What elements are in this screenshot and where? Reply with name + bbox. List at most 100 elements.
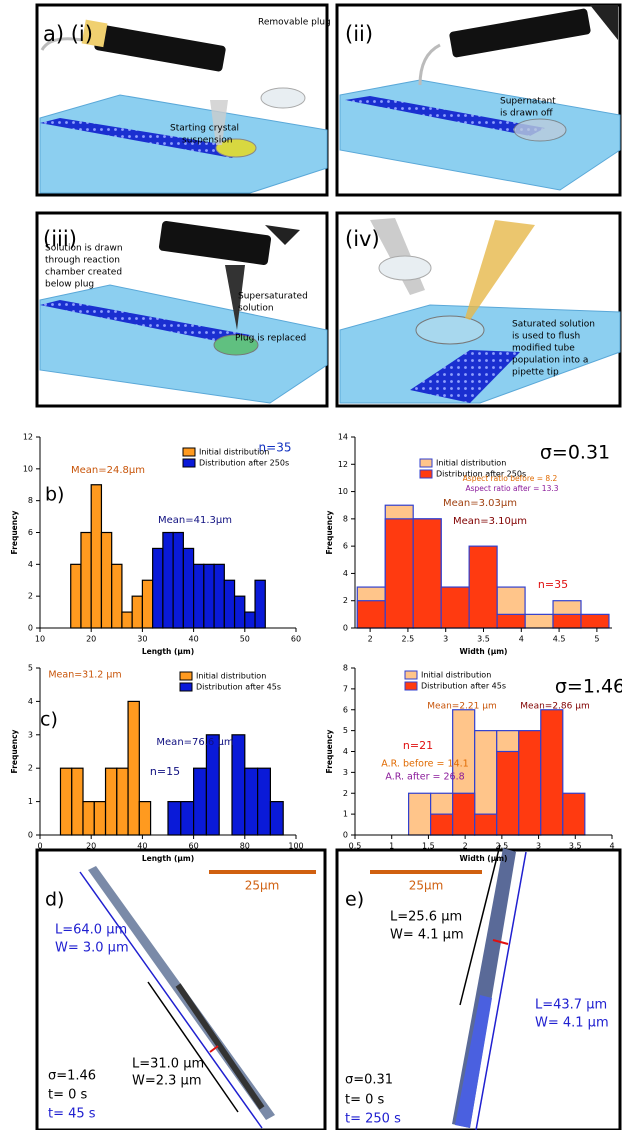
bar [112,564,122,628]
y-tick-label: 6 [28,528,33,537]
y-tick-label: 2 [28,764,33,773]
annotation: Mean=76.6 µm [156,737,233,748]
x-tick-label: 3.5 [477,635,490,644]
y-tick-label: 0 [343,831,348,840]
annotation: Mean=2.86 µm [520,702,589,712]
bar [183,548,193,628]
y-tick-label: 5 [343,726,348,735]
annotation: W=2.3 µm [132,1074,202,1089]
bar [128,701,139,835]
panel-label: (ii) [345,22,373,46]
panel-iii [37,213,327,406]
bar [214,564,224,628]
annotation: Starting crystal [170,124,239,134]
annotation: A.R. after = 26.8 [385,772,464,783]
annotation: Supersaturated [238,292,308,302]
bar [232,735,245,835]
y-tick-label: 8 [343,514,348,523]
x-tick-label: 2.5 [402,635,415,644]
panel-label: (iv) [345,227,380,251]
x-tick-label: 3.5 [569,842,582,851]
bar [258,768,271,835]
legend-label: Distribution after 45s [421,682,506,691]
annotation: n=35 [538,578,568,591]
annotation: n=15 [150,765,180,778]
bar [72,768,83,835]
bar [117,768,128,835]
panel-label: a) (i) [43,22,93,46]
bar [431,814,453,835]
bar [563,793,585,835]
x-tick-label: 60 [291,635,301,644]
y-tick-label: 1 [343,810,348,819]
x-tick-label: 1.5 [422,842,435,851]
bar [525,614,553,628]
x-axis-label: Length (µm) [142,647,194,656]
x-tick-label: 3 [443,635,448,644]
y-axis-label: Frequency [10,510,19,554]
y-axis-label: Frequency [10,729,19,773]
y-tick-label: 12 [23,433,33,442]
x-tick-label: 2.5 [495,842,508,851]
bar [168,802,181,835]
legend-label: Initial distribution [421,671,491,680]
bar [519,731,541,835]
y-tick-label: 6 [343,705,348,714]
annotation: pipette tip [512,368,559,378]
y-tick-label: 2 [343,789,348,798]
bar [413,519,441,628]
bar [122,612,132,628]
annotation: Mean=31.2 µm [48,670,121,681]
annotation: chamber created [45,268,122,278]
y-tick-label: 2 [28,592,33,601]
x-tick-label: 4.5 [553,635,566,644]
x-tick-label: 0 [37,842,42,851]
annotation: population into a [512,356,588,366]
x-tick-label: 4 [609,842,614,851]
x-tick-label: 20 [86,635,96,644]
x-tick-label: 50 [240,635,250,644]
y-tick-label: 3 [28,730,33,739]
bar [60,768,71,835]
annotation: σ=0.31 [345,1073,393,1088]
bar [475,814,497,835]
bar [453,793,475,835]
x-tick-label: 100 [288,842,303,851]
annotation: t= 0 s [345,1093,385,1108]
y-tick-label: 7 [343,684,348,693]
annotation: Aspect ratio after = 13.3 [465,484,558,493]
annotation: W= 4.1 µm [390,928,464,943]
legend-label: Distribution after 45s [196,683,281,692]
annotation: W= 4.1 µm [535,1016,609,1031]
annotation: Plug is replaced [235,334,306,344]
bar [224,580,234,628]
bar [469,546,497,628]
bar [409,793,431,835]
bar [497,614,525,628]
annotation: Solution is drawn [45,244,123,254]
legend-swatch [405,682,417,690]
x-tick-label: 30 [137,635,147,644]
y-tick-label: 12 [338,460,348,469]
annotation: solution [238,304,274,314]
x-tick-label: 40 [189,635,199,644]
x-tick-label: 2 [463,842,468,851]
panel-ii [337,5,620,195]
bar [497,752,519,836]
y-tick-label: 8 [28,496,33,505]
legend-swatch [420,459,432,467]
annotation: is drawn off [500,109,553,119]
y-tick-label: 4 [28,697,33,706]
annotation: suspension [182,136,232,146]
bar [206,735,219,835]
bar [255,580,265,628]
y-axis-label: Frequency [325,729,334,773]
y-tick-label: 0 [28,831,33,840]
annotation: Saturated solution [512,320,595,330]
bar [235,596,245,628]
legend-swatch [180,672,192,680]
y-tick-label: 4 [343,569,348,578]
legend-label: Distribution after 250s [199,459,289,468]
bar [163,533,173,629]
y-tick-label: 2 [343,596,348,605]
